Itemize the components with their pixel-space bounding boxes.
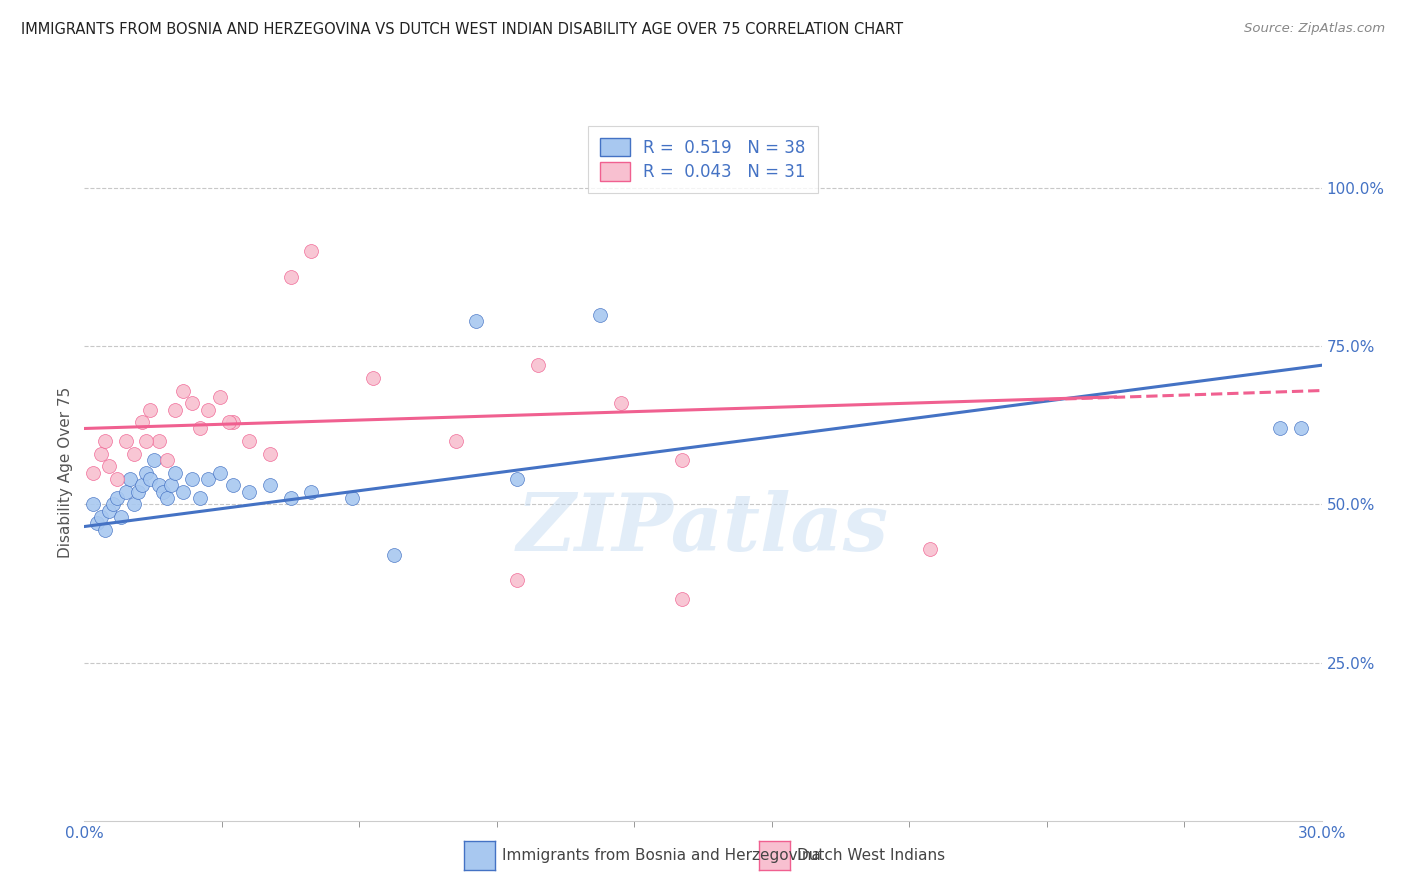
Point — [465, 314, 488, 328]
Point — [90, 510, 112, 524]
Point — [156, 491, 179, 505]
Text: Immigrants from Bosnia and Herzegovina: Immigrants from Bosnia and Herzegovina — [502, 848, 821, 863]
Point — [172, 484, 194, 499]
Point — [218, 415, 240, 429]
Point — [280, 269, 302, 284]
Point — [98, 459, 121, 474]
Point — [444, 434, 467, 449]
Point — [222, 478, 245, 492]
Point — [131, 415, 153, 429]
Point — [172, 384, 194, 398]
Point — [122, 447, 145, 461]
Point — [160, 478, 183, 492]
Point — [105, 472, 128, 486]
Y-axis label: Disability Age Over 75: Disability Age Over 75 — [58, 387, 73, 558]
Point — [527, 358, 550, 372]
Point — [127, 484, 149, 499]
Point — [131, 478, 153, 492]
Point — [148, 434, 170, 449]
Point — [156, 453, 179, 467]
Point — [671, 453, 693, 467]
Point — [165, 402, 187, 417]
Point — [114, 484, 136, 499]
Point — [506, 574, 529, 588]
Point — [299, 484, 322, 499]
Point — [105, 491, 128, 505]
Point — [139, 402, 162, 417]
Legend: R =  0.519   N = 38, R =  0.043   N = 31: R = 0.519 N = 38, R = 0.043 N = 31 — [589, 127, 817, 193]
Point — [589, 308, 612, 322]
Point — [918, 541, 941, 556]
Point — [197, 402, 219, 417]
Point — [122, 497, 145, 511]
Point — [1270, 421, 1292, 435]
Point — [180, 472, 202, 486]
Point — [209, 390, 232, 404]
Text: IMMIGRANTS FROM BOSNIA AND HERZEGOVINA VS DUTCH WEST INDIAN DISABILITY AGE OVER : IMMIGRANTS FROM BOSNIA AND HERZEGOVINA V… — [21, 22, 903, 37]
Point — [188, 421, 211, 435]
Point — [82, 466, 104, 480]
Point — [135, 466, 157, 480]
Point — [110, 510, 132, 524]
Text: Dutch West Indians: Dutch West Indians — [797, 848, 945, 863]
Point — [361, 371, 384, 385]
Point — [103, 497, 125, 511]
Point — [280, 491, 302, 505]
Point — [135, 434, 157, 449]
Point — [180, 396, 202, 410]
Point — [259, 447, 281, 461]
Point — [1289, 421, 1312, 435]
Point — [98, 504, 121, 518]
Point — [139, 472, 162, 486]
Point — [382, 548, 405, 562]
Point — [222, 415, 245, 429]
Point — [152, 484, 174, 499]
Text: Source: ZipAtlas.com: Source: ZipAtlas.com — [1244, 22, 1385, 36]
Point — [209, 466, 232, 480]
Point — [94, 434, 117, 449]
Point — [609, 396, 631, 410]
Point — [86, 516, 108, 531]
Point — [143, 453, 166, 467]
Text: ZIPatlas: ZIPatlas — [517, 490, 889, 567]
Point — [671, 592, 693, 607]
Point — [299, 244, 322, 259]
Point — [90, 447, 112, 461]
Point — [165, 466, 187, 480]
Point — [506, 472, 529, 486]
Point — [118, 472, 141, 486]
Point — [197, 472, 219, 486]
Point — [94, 523, 117, 537]
Point — [238, 484, 260, 499]
Point — [114, 434, 136, 449]
Point — [188, 491, 211, 505]
Point — [148, 478, 170, 492]
Point — [342, 491, 364, 505]
Point — [82, 497, 104, 511]
Point — [238, 434, 260, 449]
Point — [259, 478, 281, 492]
